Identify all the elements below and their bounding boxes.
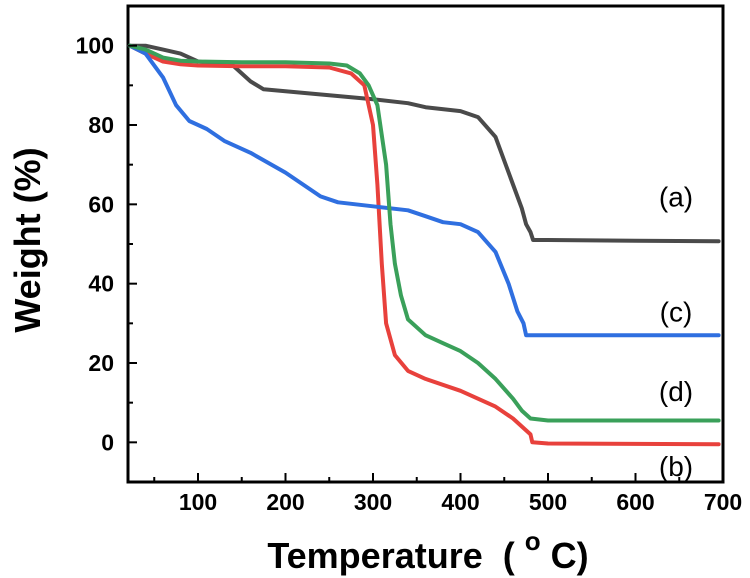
curve-label-b: (b) bbox=[659, 451, 693, 482]
x-axis-title-unit: C) bbox=[551, 535, 589, 576]
x-tick-label: 100 bbox=[179, 489, 217, 515]
x-axis-title-degree: o bbox=[525, 526, 541, 556]
x-tick-label: 400 bbox=[441, 489, 479, 515]
series-line-d bbox=[127, 43, 721, 423]
x-axis-title-open: ( bbox=[503, 535, 515, 576]
x-tick-label: 200 bbox=[266, 489, 304, 515]
curve-label-d: (d) bbox=[659, 376, 693, 407]
x-tick-label: 300 bbox=[354, 489, 392, 515]
x-tick-label: 600 bbox=[616, 489, 654, 515]
series-line-a bbox=[127, 43, 721, 244]
y-tick-label: 20 bbox=[88, 350, 114, 376]
curve-label-c: (c) bbox=[660, 296, 693, 327]
x-axis-title: Temperature ( o C) bbox=[267, 517, 588, 576]
y-axis-title: Weight (%) bbox=[7, 147, 48, 332]
x-tick-label: 500 bbox=[529, 489, 567, 515]
y-tick-label: 40 bbox=[88, 271, 114, 297]
x-tick-label: 700 bbox=[704, 489, 742, 515]
x-axis-title-main: Temperature bbox=[267, 535, 482, 576]
y-tick-label: 0 bbox=[101, 429, 114, 455]
curve-label-a: (a) bbox=[659, 181, 693, 212]
y-tick-label: 60 bbox=[88, 191, 114, 217]
series-line-c bbox=[127, 43, 721, 338]
y-tick-label: 80 bbox=[88, 112, 114, 138]
series-line-b bbox=[127, 43, 721, 447]
y-tick-label: 100 bbox=[76, 33, 114, 59]
plot-frame bbox=[126, 4, 725, 484]
